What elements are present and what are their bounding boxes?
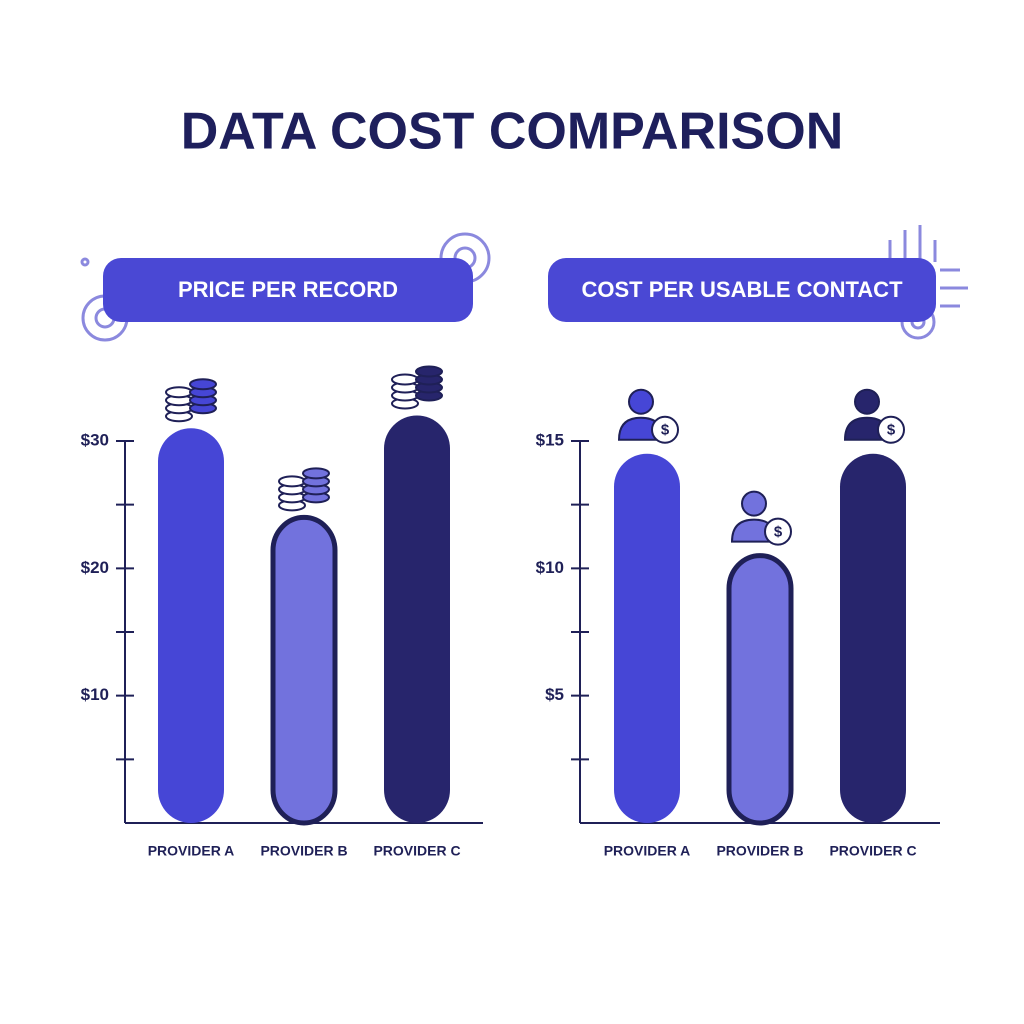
page-title: DATA COST COMPARISON [181,103,844,161]
panel-header [548,258,936,322]
bar [270,514,338,826]
dollar-icon: $ [774,524,783,541]
bar [726,553,794,826]
panel-header [103,258,473,322]
coin-icon [391,373,419,386]
x-tick-label: PROVIDER B [260,843,347,859]
bar [614,453,680,823]
y-tick-label: $15 [536,430,564,449]
bar [158,428,224,823]
dollar-icon [651,415,679,444]
y-tick-label: $5 [545,685,564,704]
person-icon [741,490,767,517]
person-icon [854,388,880,415]
coin-icon [189,378,217,391]
coin-icon [165,386,193,399]
x-tick-label: PROVIDER B [716,843,803,859]
dollar-icon [877,415,905,444]
y-tick-label: $20 [81,558,109,577]
y-tick-label: $30 [81,430,109,449]
bar [840,453,906,823]
panel-title: COST PER USABLE CONTACT [581,277,903,302]
panel-title: PRICE PER RECORD [178,277,398,302]
y-tick-label: $10 [536,558,564,577]
y-tick-label: $10 [81,685,109,704]
dollar-icon: $ [661,422,670,439]
bar [384,415,450,823]
coin-icon [278,475,306,488]
x-tick-label: PROVIDER A [604,843,691,859]
x-tick-label: PROVIDER C [829,843,916,859]
person-icon [628,388,654,415]
dollar-icon: $ [887,422,896,439]
x-tick-label: PROVIDER A [148,843,235,859]
coin-icon [302,467,330,480]
x-tick-label: PROVIDER C [373,843,460,859]
dollar-icon [764,517,792,546]
coin-icon [415,365,443,378]
